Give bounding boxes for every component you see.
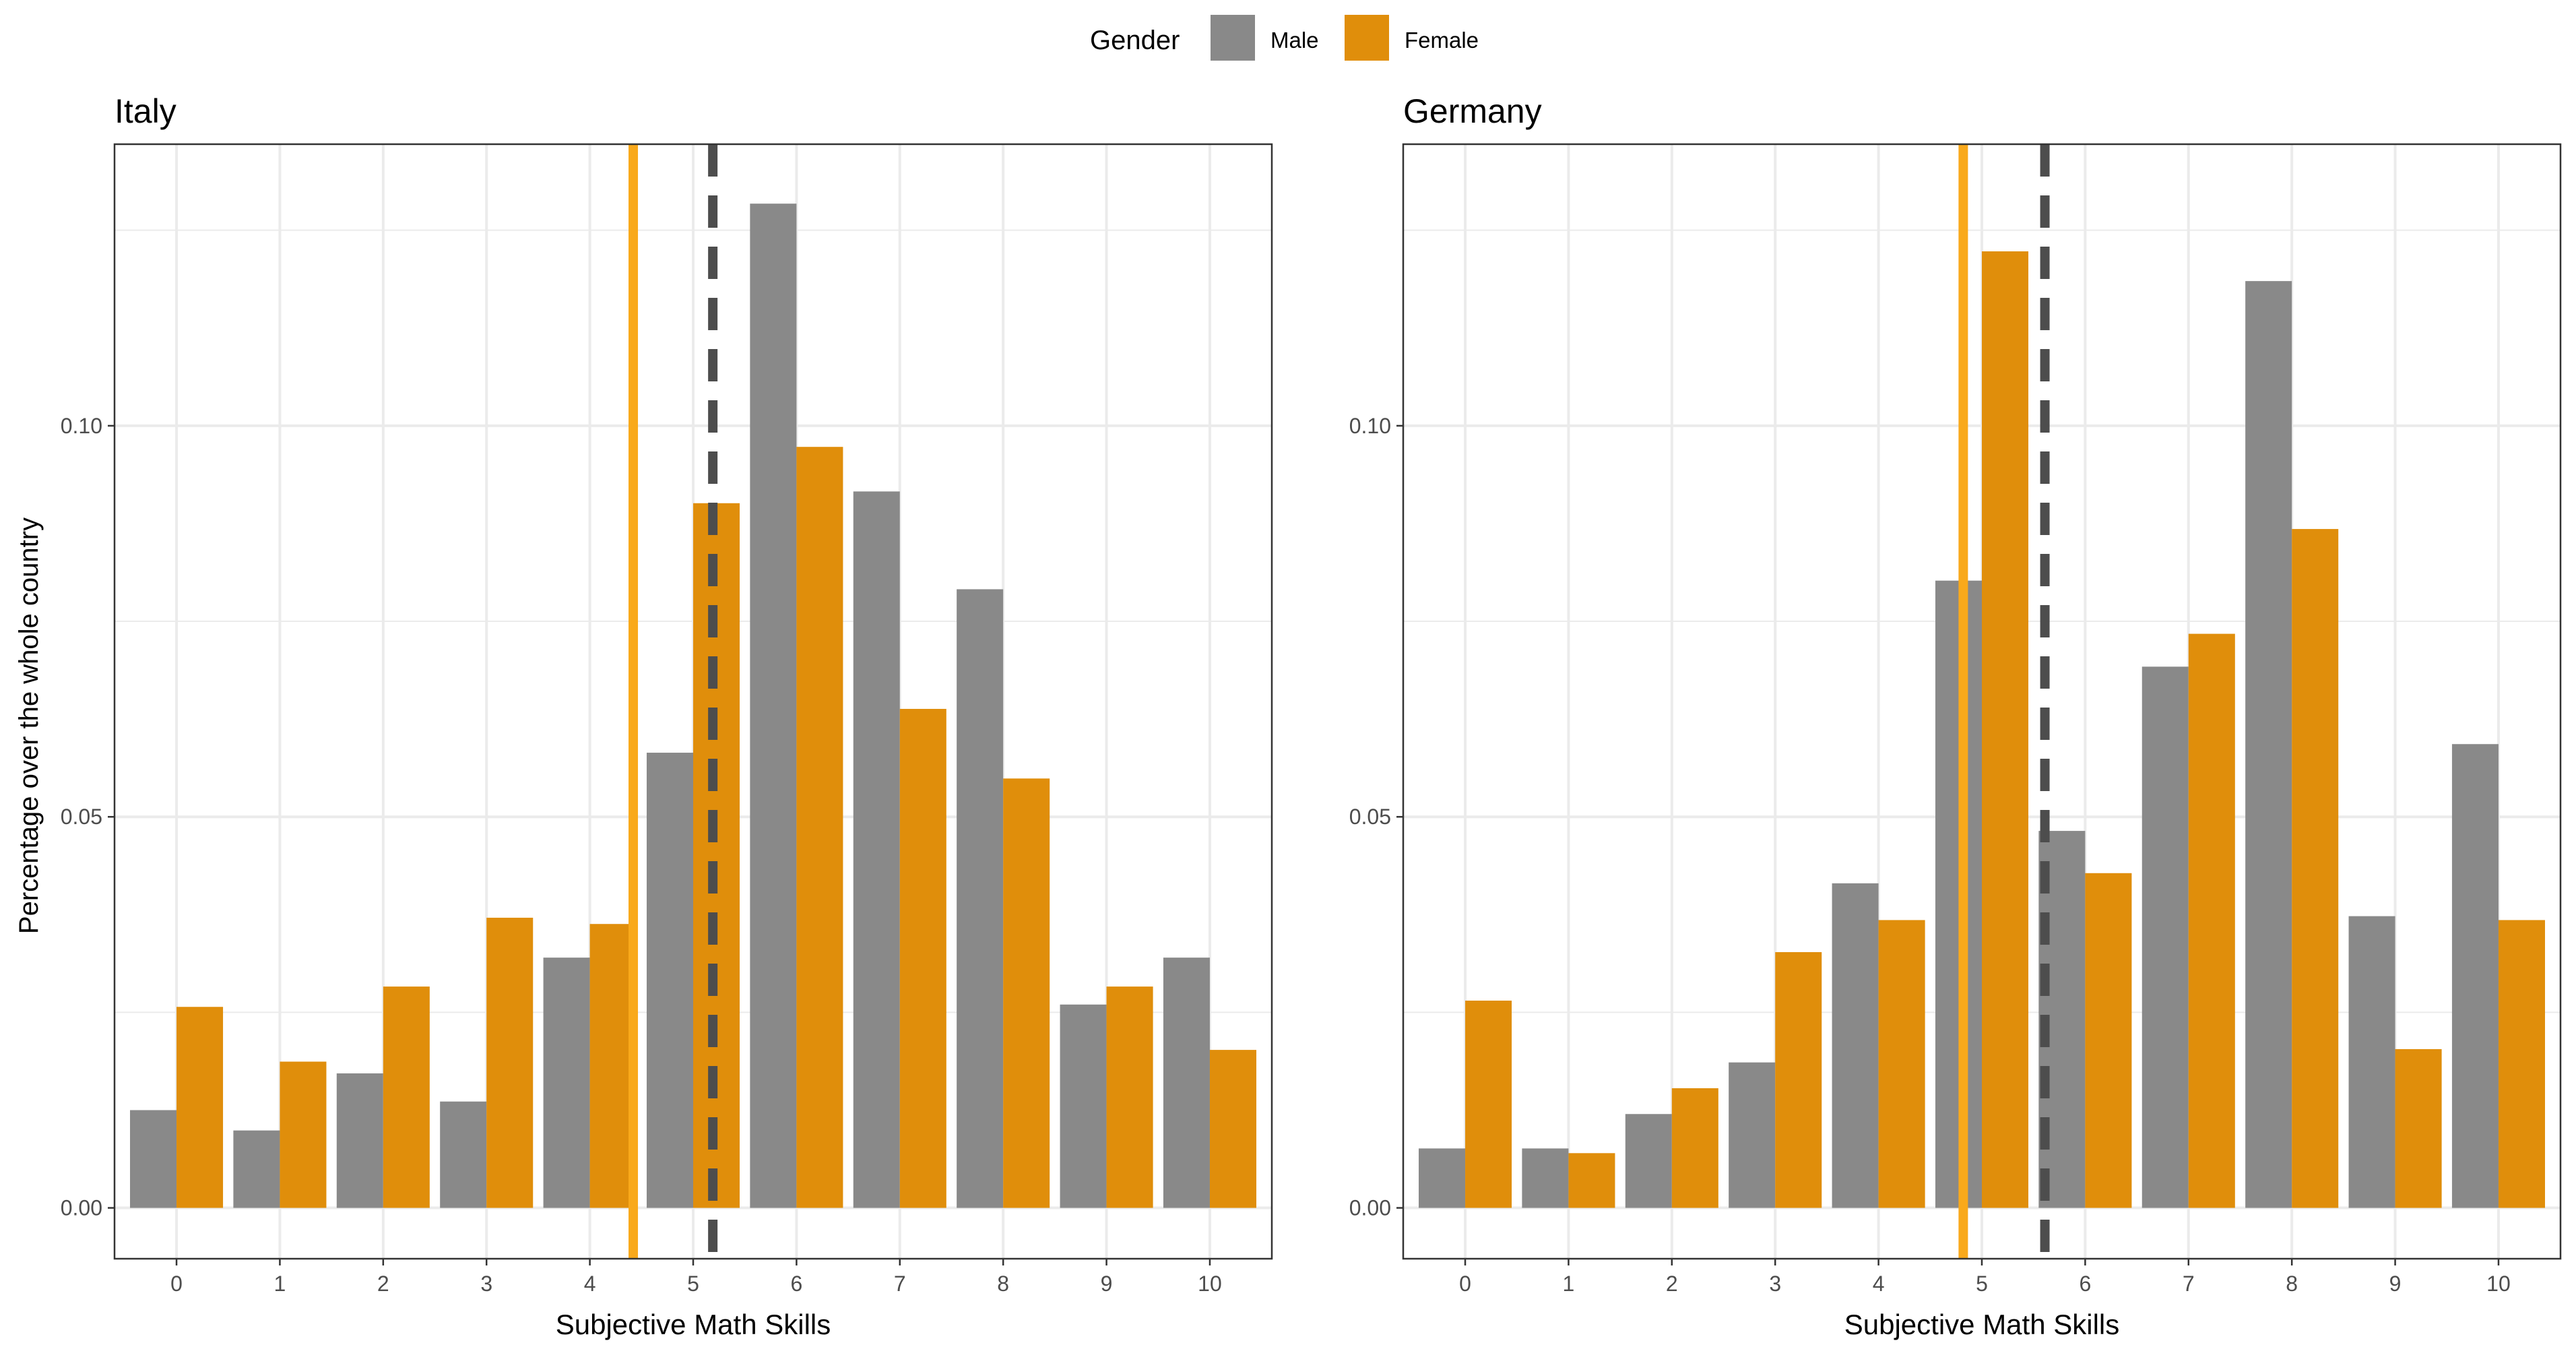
- bar-male-1: [1522, 1148, 1569, 1208]
- bar-male-10: [2451, 744, 2499, 1208]
- bar-female-8: [1003, 778, 1050, 1208]
- bar-male-6: [750, 203, 797, 1208]
- legend-label-male: Male: [1270, 28, 1319, 53]
- bar-male-0: [1419, 1148, 1466, 1208]
- x-tick-label: 6: [2079, 1272, 2091, 1296]
- bar-male-9: [2348, 916, 2395, 1208]
- x-axis-label: Subjective Math Skills: [1844, 1309, 2120, 1340]
- bar-female-9: [2395, 1048, 2442, 1208]
- x-tick-label: 7: [894, 1272, 906, 1296]
- panel-title: Germany: [1403, 92, 1542, 130]
- x-tick-label: 4: [584, 1272, 596, 1296]
- bar-male-10: [1163, 958, 1210, 1208]
- panel-title: Italy: [115, 92, 176, 130]
- bar-female-10: [1209, 1050, 1256, 1208]
- bar-male-3: [1729, 1062, 1776, 1208]
- bar-female-7: [2188, 633, 2235, 1208]
- legend-key-male: [1211, 15, 1255, 61]
- x-tick-label: 9: [1101, 1272, 1113, 1296]
- x-tick-label: 0: [170, 1272, 183, 1296]
- bar-male-9: [1060, 1004, 1107, 1208]
- x-tick-label: 9: [2389, 1272, 2402, 1296]
- bar-female-6: [2085, 873, 2132, 1208]
- bar-female-9: [1106, 986, 1153, 1208]
- bar-female-1: [280, 1061, 327, 1208]
- y-tick-label: 0.05: [61, 805, 102, 829]
- legend-label-female: Female: [1405, 28, 1479, 53]
- bar-male-8: [2245, 281, 2292, 1208]
- bar-female-0: [1465, 1000, 1512, 1208]
- bar-female-6: [796, 447, 843, 1208]
- bar-female-3: [1775, 952, 1822, 1208]
- bar-male-7: [853, 491, 900, 1208]
- y-tick-label: 0.05: [1349, 805, 1391, 829]
- bar-male-1: [233, 1130, 280, 1208]
- panel-italy: 0.00 0.05 0.10 0 1 2 3 4 5 6 7 8 9 10 Italy Subjective …: [61, 92, 1273, 1340]
- bar-female-2: [383, 986, 430, 1208]
- x-tick-label: 4: [1873, 1272, 1885, 1296]
- bar-female-0: [176, 1007, 224, 1208]
- bar-female-2: [1671, 1088, 1718, 1208]
- legend-key-female: [1345, 15, 1389, 61]
- bar-male-4: [543, 958, 590, 1208]
- bar-female-3: [486, 917, 534, 1208]
- x-tick-label: 1: [274, 1272, 286, 1296]
- bar-female-4: [1878, 920, 1925, 1208]
- bar-female-8: [2292, 529, 2339, 1208]
- bar-female-10: [2498, 920, 2545, 1208]
- x-tick-label: 8: [997, 1272, 1009, 1296]
- bar-male-8: [957, 589, 1004, 1208]
- bar-male-5: [646, 753, 693, 1208]
- x-tick-label: 8: [2286, 1272, 2298, 1296]
- bar-male-2: [336, 1073, 383, 1208]
- y-tick-label: 0.10: [1349, 414, 1391, 438]
- y-tick-label: 0.10: [61, 414, 102, 438]
- x-tick-label: 3: [1769, 1272, 1781, 1296]
- y-tick-label: 0.00: [1349, 1196, 1391, 1220]
- x-tick-label: 6: [790, 1272, 802, 1296]
- x-tick-label: 5: [687, 1272, 699, 1296]
- bar-male-4: [1832, 883, 1879, 1208]
- x-tick-label: 2: [377, 1272, 389, 1296]
- y-axis-label: Percentage over the whole country: [14, 518, 44, 934]
- x-tick-label: 2: [1666, 1272, 1678, 1296]
- y-tick-label: 0.00: [61, 1196, 102, 1220]
- x-tick-label: 7: [2183, 1272, 2195, 1296]
- bar-male-0: [130, 1110, 177, 1208]
- x-tick-label: 1: [1563, 1272, 1575, 1296]
- bar-male-2: [1625, 1114, 1672, 1208]
- bar-male-7: [2142, 666, 2189, 1208]
- bar-female-5: [1982, 251, 2029, 1208]
- bar-male-3: [440, 1101, 487, 1208]
- x-tick-label: 10: [1198, 1272, 1222, 1296]
- x-tick-label: 5: [1976, 1272, 1988, 1296]
- bar-female-1: [1568, 1153, 1615, 1208]
- panel-germany: 0.00 0.05 0.10 0 1 2 3 4 5 6 7 8 9 10 Germany Subjectiv…: [1349, 92, 2562, 1340]
- legend-title: Gender: [1090, 26, 1180, 55]
- x-tick-label: 0: [1459, 1272, 1471, 1296]
- x-tick-label: 3: [480, 1272, 492, 1296]
- x-tick-label: 10: [2486, 1272, 2511, 1296]
- legend: Gender Male Female: [1090, 15, 1479, 61]
- bar-female-7: [899, 709, 946, 1208]
- x-axis-label: Subjective Math Skills: [556, 1309, 831, 1340]
